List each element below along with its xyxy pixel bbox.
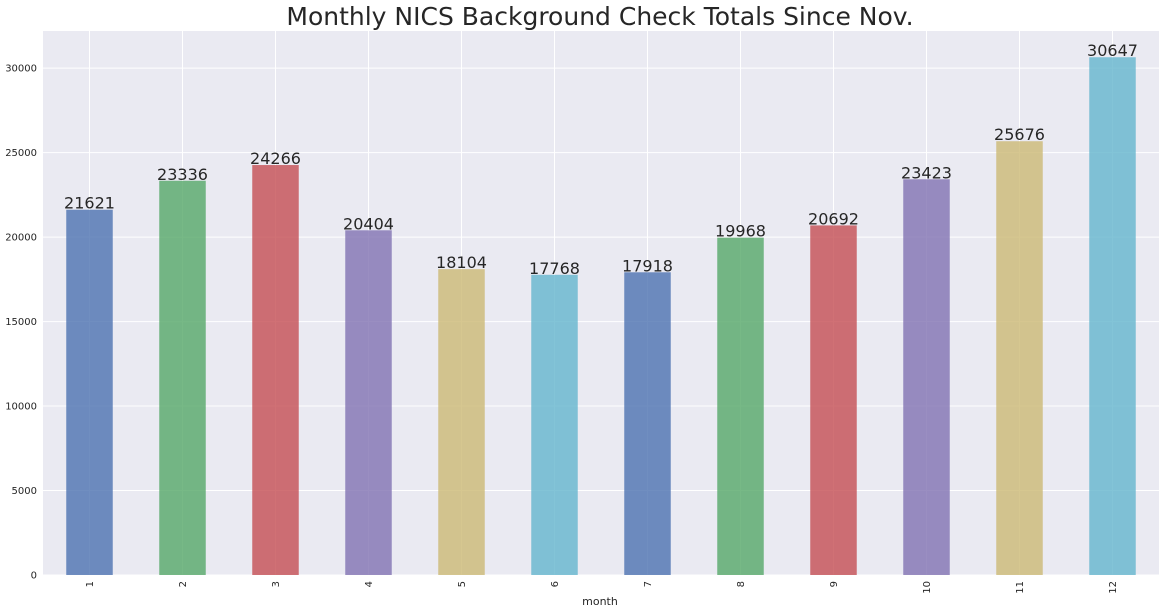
bar-month-2 <box>159 180 206 575</box>
x-tick-label-month-9: 9 <box>829 581 840 587</box>
x-tick-label-month-1: 1 <box>85 581 96 587</box>
data-label-month-5: 18104 <box>436 253 487 272</box>
bar-month-12 <box>1089 57 1136 576</box>
x-tick-label-month-11: 11 <box>1015 581 1026 594</box>
data-label-month-10: 23423 <box>901 163 952 182</box>
x-tick-label-month-7: 7 <box>643 581 654 587</box>
x-tick-label-month-10: 10 <box>922 581 933 594</box>
x-tick-label-month-8: 8 <box>736 581 747 587</box>
data-label-month-8: 19968 <box>715 222 766 241</box>
data-label-month-4: 20404 <box>343 214 394 233</box>
plot-background <box>43 31 1159 575</box>
data-label-month-1: 21621 <box>64 194 115 213</box>
y-tick-label: 10000 <box>5 402 37 413</box>
data-label-month-6: 17768 <box>529 259 580 278</box>
x-axis-label: month <box>582 595 618 608</box>
bar-month-6 <box>531 274 578 575</box>
data-label-month-7: 17918 <box>622 256 673 275</box>
x-tick-label-month-12: 12 <box>1108 581 1119 594</box>
y-tick-label: 5000 <box>12 486 37 497</box>
x-tick-label-month-2: 2 <box>178 581 189 587</box>
bar-month-7 <box>624 272 671 575</box>
y-tick-label: 30000 <box>5 64 37 75</box>
plot-area: 0 5000 10000 15000 20000 25000 30000 21621 1 2333… <box>5 31 1159 594</box>
chart-title: Monthly NICS Background Check Totals Sin… <box>286 2 913 31</box>
x-tick-label-month-5: 5 <box>457 581 468 587</box>
bar-month-9 <box>810 225 857 575</box>
y-tick-label: 15000 <box>5 317 37 328</box>
data-label-month-9: 20692 <box>808 209 859 228</box>
x-tick-label-month-4: 4 <box>364 581 375 587</box>
data-label-month-3: 24266 <box>250 149 301 168</box>
y-tick-label: 25000 <box>5 148 37 159</box>
bar-month-10 <box>903 179 950 576</box>
bar-month-4 <box>345 230 392 576</box>
bar-month-11 <box>996 141 1043 576</box>
bar-month-5 <box>438 269 485 575</box>
bar-month-3 <box>252 165 299 575</box>
data-label-month-11: 25676 <box>994 125 1045 144</box>
bar-month-1 <box>66 209 113 576</box>
data-label-month-12: 30647 <box>1087 41 1138 60</box>
y-tick-label: 20000 <box>5 233 37 244</box>
x-tick-label-month-6: 6 <box>550 581 561 587</box>
y-tick-label: 0 <box>31 571 37 582</box>
data-label-month-2: 23336 <box>157 165 208 184</box>
x-tick-label-month-3: 3 <box>271 581 282 587</box>
bar-month-8 <box>717 237 764 576</box>
